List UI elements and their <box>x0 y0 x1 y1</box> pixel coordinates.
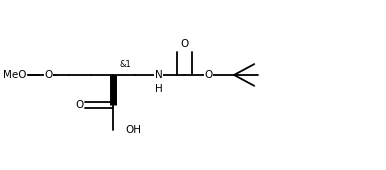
Text: MeO: MeO <box>3 70 27 80</box>
Text: O: O <box>180 39 189 49</box>
Text: OH: OH <box>126 125 142 135</box>
Text: N: N <box>155 70 163 80</box>
Text: O: O <box>44 70 53 80</box>
Text: O: O <box>76 100 84 110</box>
Text: O: O <box>204 70 212 80</box>
Text: &1: &1 <box>120 60 131 69</box>
Text: H: H <box>155 84 163 94</box>
